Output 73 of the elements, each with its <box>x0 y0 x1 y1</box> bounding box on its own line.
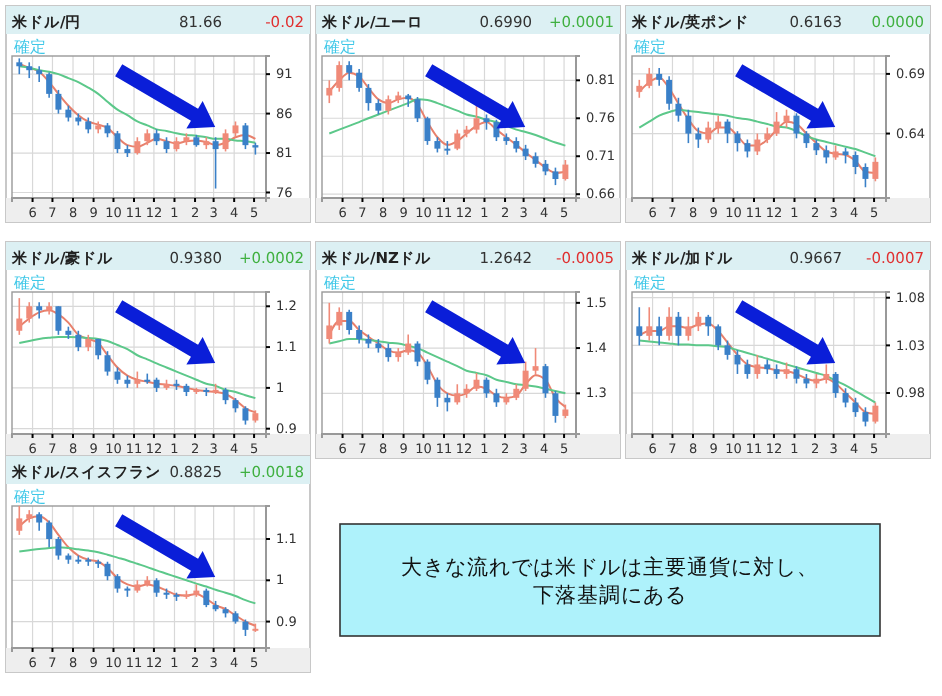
candlestick <box>532 347 539 377</box>
candlestick <box>16 57 23 75</box>
candlestick <box>793 112 800 140</box>
candlestick <box>675 96 682 123</box>
candlestick <box>55 305 62 336</box>
line-series <box>328 98 567 147</box>
candlestick <box>385 342 392 363</box>
text: 確定 <box>322 38 356 56</box>
candlestick <box>715 323 722 351</box>
annotation: 確定 <box>12 274 46 292</box>
candlestick <box>483 376 490 399</box>
candlestick <box>424 115 431 146</box>
candlestick <box>473 372 480 392</box>
candlestick <box>434 376 441 408</box>
text: 確定 <box>632 38 666 56</box>
candlestick <box>522 360 529 392</box>
candlestick <box>46 71 53 99</box>
line-series <box>18 515 257 627</box>
candlestick <box>734 130 741 153</box>
candlestick <box>36 301 43 320</box>
candlestick <box>405 333 412 356</box>
candlestick <box>203 587 210 608</box>
candlestick <box>153 577 160 598</box>
candlestick <box>552 390 559 424</box>
candlestick <box>114 130 121 154</box>
candlestick <box>705 314 712 337</box>
candlestick <box>685 108 692 144</box>
candlestick <box>356 324 363 345</box>
candlestick <box>356 68 363 93</box>
candlestick <box>734 349 741 375</box>
candlestick <box>75 329 82 352</box>
annotation: 確定 <box>12 38 46 56</box>
candlestick <box>666 75 673 111</box>
candlestick <box>705 120 712 144</box>
candlestick <box>862 406 869 428</box>
candlestick <box>744 358 751 380</box>
candlestick <box>46 519 53 549</box>
candlestick <box>36 65 43 83</box>
candlestick <box>242 122 249 150</box>
candlestick <box>842 387 849 409</box>
candlestick <box>656 315 663 347</box>
candlestick <box>385 94 392 116</box>
candlestick <box>424 358 431 386</box>
candlestick <box>114 573 121 594</box>
candlestick <box>85 556 92 567</box>
candlestick <box>346 60 353 82</box>
candlestick <box>55 536 62 561</box>
candlestick <box>754 354 761 380</box>
candlestick <box>36 511 43 532</box>
candlestick <box>832 371 839 399</box>
candlestick <box>636 306 643 347</box>
text: 確定 <box>632 274 666 292</box>
candlestick <box>144 372 151 385</box>
candlestick <box>242 405 249 426</box>
candlestick <box>695 126 702 149</box>
candlestick <box>55 89 62 115</box>
candlestick <box>26 61 33 79</box>
candlestick <box>754 132 761 156</box>
candlestick <box>493 387 500 408</box>
annotation: 確定 <box>322 274 356 292</box>
candlestick <box>823 363 830 385</box>
annotation: 確定 <box>12 488 46 506</box>
candlestick <box>493 118 500 142</box>
text: 下落基調にある <box>533 582 687 608</box>
candlestick <box>454 128 461 151</box>
candlestick <box>862 162 869 189</box>
candlestick <box>346 308 353 336</box>
candlestick <box>473 102 480 135</box>
candlestick <box>95 558 102 569</box>
candlestick <box>365 83 372 112</box>
candlestick <box>773 111 780 137</box>
text: 大きな流れでは米ドルは主要通貨に対し、 <box>401 554 819 580</box>
candlestick <box>675 311 682 347</box>
